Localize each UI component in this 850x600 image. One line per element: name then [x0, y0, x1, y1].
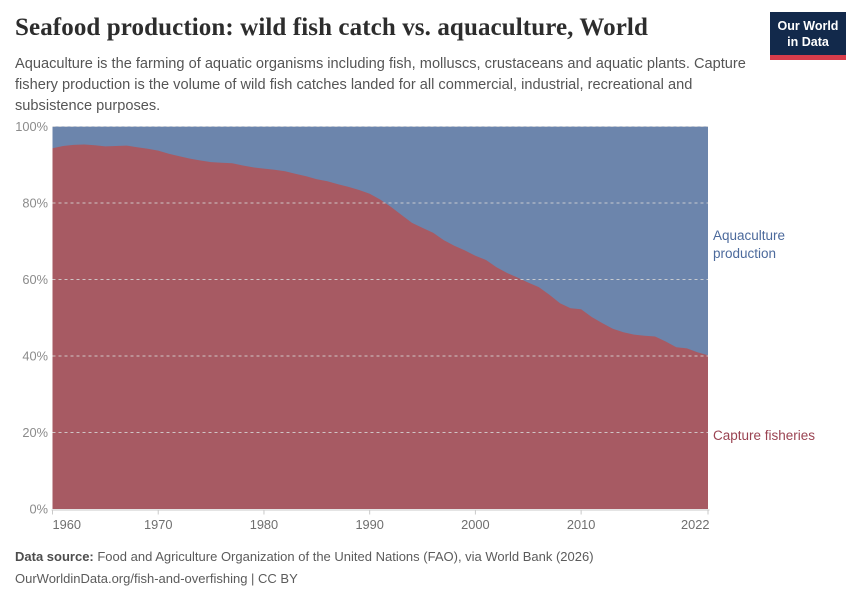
page-title: Seafood production: wild fish catch vs. …: [15, 14, 648, 41]
owid-logo: Our World in Data: [770, 12, 846, 60]
footer-source-label: Data source:: [15, 549, 94, 564]
footer-source-text: Food and Agriculture Organization of the…: [93, 549, 594, 564]
x-tick-label-2010: 2010: [567, 517, 595, 532]
x-tick-label-1960: 1960: [53, 517, 81, 532]
chart-subtitle: Aquaculture is the farming of aquatic or…: [15, 56, 746, 114]
y-tick-label-60: 60%: [22, 272, 48, 287]
x-tick-label-1970: 1970: [144, 517, 172, 532]
y-tick-label-0: 0%: [30, 502, 49, 517]
series-label-capture: Capture fisheries: [713, 428, 816, 443]
y-tick-label-40: 40%: [22, 349, 48, 364]
y-tick-label-20: 20%: [22, 425, 48, 440]
area-capture-fisheries[interactable]: [52, 144, 709, 510]
x-tick-label-2022: 2022: [681, 517, 709, 532]
footer-url-link[interactable]: OurWorldinData.org/fish-and-overfishing: [15, 570, 248, 586]
footer-license: | CC BY: [247, 570, 298, 586]
y-tick-label-80: 80%: [22, 196, 48, 211]
x-tick-label-1990: 1990: [355, 517, 383, 532]
x-tick-label-2000: 2000: [461, 517, 489, 532]
series-label-aquaculture: Aquaculture production: [713, 228, 786, 262]
owid-logo-line1: Our World: [777, 19, 839, 33]
footer-note-line: OurWorldinData.org/fish-and-overfishing …: [15, 568, 835, 590]
x-tick-label-1980: 1980: [250, 517, 278, 532]
footer-source-line: Data source: Food and Agriculture Organi…: [15, 546, 835, 568]
owid-logo-line2: in Data: [787, 35, 829, 49]
chart-footer: Data source: Food and Agriculture Organi…: [15, 546, 835, 589]
y-tick-label-100: 100%: [15, 119, 48, 134]
